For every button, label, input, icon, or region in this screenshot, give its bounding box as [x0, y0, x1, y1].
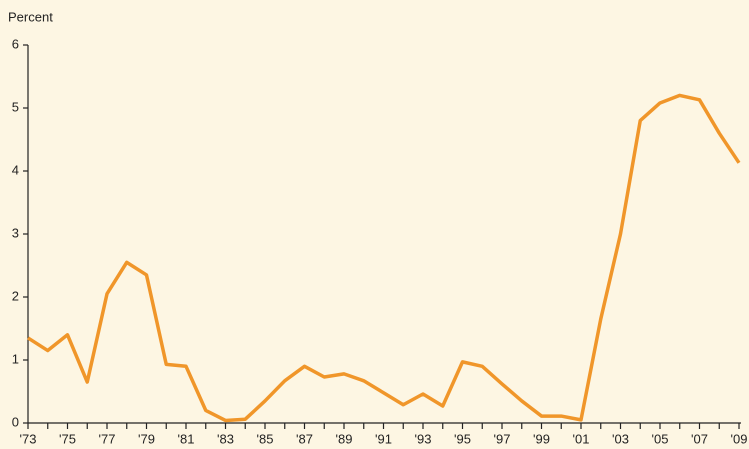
x-tick-label: '93	[415, 431, 432, 446]
x-tick-label: '09	[731, 431, 748, 446]
y-tick-label: 4	[12, 162, 19, 177]
x-tick-label: '97	[494, 431, 511, 446]
x-tick-label: '89	[336, 431, 353, 446]
y-tick-label: 1	[12, 351, 19, 366]
x-tick-label: '87	[296, 431, 313, 446]
x-tick-label: '73	[20, 431, 37, 446]
y-axis-label: Percent	[8, 9, 53, 24]
x-tick-label: '99	[533, 431, 550, 446]
y-tick-label: 0	[12, 414, 19, 429]
x-tick-label: '07	[691, 431, 708, 446]
x-tick-label: '81	[178, 431, 195, 446]
y-tick-label: 3	[12, 225, 19, 240]
x-tick-label: '75	[59, 431, 76, 446]
x-tick-label: '83	[217, 431, 234, 446]
y-tick-label: 2	[12, 288, 19, 303]
x-tick-label: '79	[138, 431, 155, 446]
x-tick-label: '05	[652, 431, 669, 446]
data-line	[27, 93, 741, 423]
y-tick-label: 5	[12, 99, 19, 114]
x-tick-label: '91	[375, 431, 392, 446]
x-tick-label: '85	[257, 431, 274, 446]
x-tick-label: '01	[573, 431, 590, 446]
x-tick-label: '95	[454, 431, 471, 446]
y-tick-label: 6	[12, 36, 19, 51]
x-tick-label: '03	[612, 431, 629, 446]
x-tick-label: '77	[99, 431, 116, 446]
